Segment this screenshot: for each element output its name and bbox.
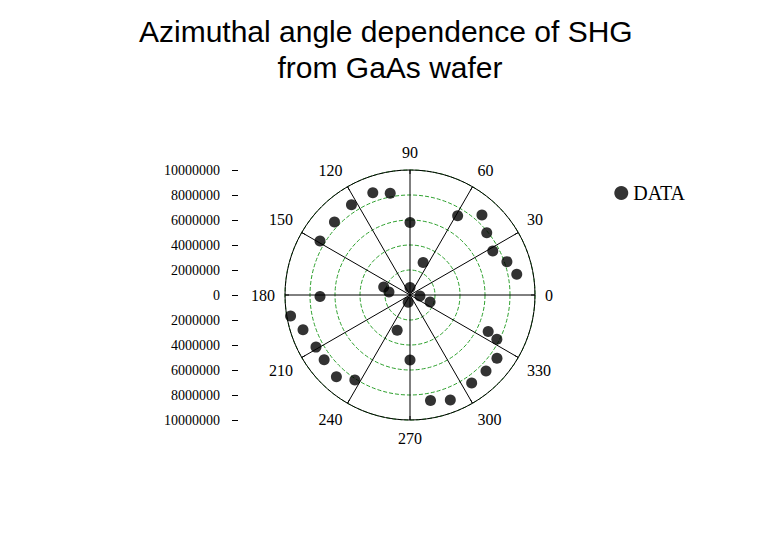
svg-text:2000000: 2000000 xyxy=(171,263,220,278)
svg-text:210: 210 xyxy=(269,362,293,379)
svg-text:240: 240 xyxy=(319,411,343,428)
svg-text:150: 150 xyxy=(269,211,293,228)
svg-text:4000000: 4000000 xyxy=(171,338,220,353)
svg-text:270: 270 xyxy=(398,430,422,447)
svg-text:6000000: 6000000 xyxy=(171,213,220,228)
svg-text:120: 120 xyxy=(319,162,343,179)
svg-text:6000000: 6000000 xyxy=(171,363,220,378)
svg-text:300: 300 xyxy=(478,411,502,428)
svg-text:60: 60 xyxy=(478,162,494,179)
svg-text:Azimuthal angle dependence of: Azimuthal angle dependence of SHG xyxy=(139,15,641,48)
svg-text:from GaAs wafer: from GaAs wafer xyxy=(277,51,502,84)
svg-text:0: 0 xyxy=(213,288,220,303)
svg-text:2000000: 2000000 xyxy=(171,313,220,328)
svg-text:330: 330 xyxy=(527,362,551,379)
svg-text:10000000: 10000000 xyxy=(164,163,220,178)
svg-text:8000000: 8000000 xyxy=(171,388,220,403)
svg-text:10000000: 10000000 xyxy=(164,413,220,428)
svg-text:90: 90 xyxy=(402,144,418,161)
svg-text:DATA: DATA xyxy=(633,182,685,204)
svg-text:8000000: 8000000 xyxy=(171,188,220,203)
svg-text:30: 30 xyxy=(527,211,543,228)
svg-text:4000000: 4000000 xyxy=(171,238,220,253)
svg-text:0: 0 xyxy=(545,287,553,304)
svg-text:180: 180 xyxy=(251,287,275,304)
